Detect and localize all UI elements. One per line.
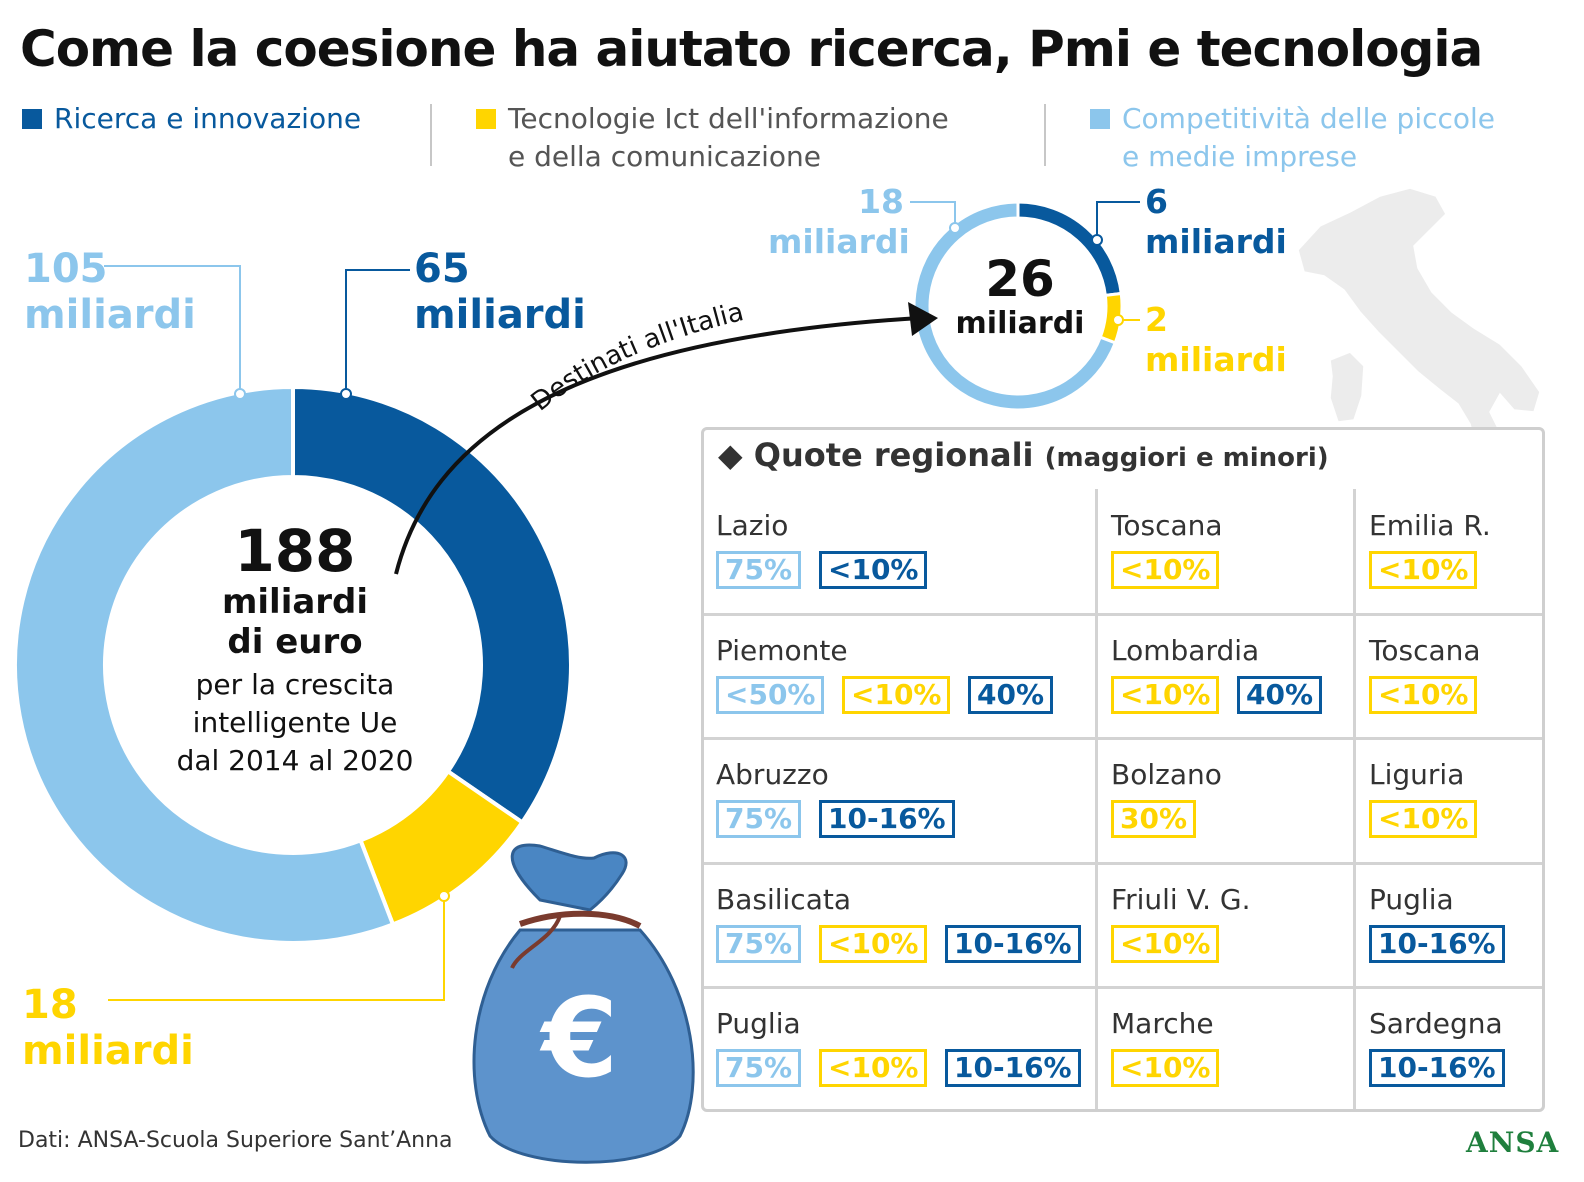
region-name: Toscana — [1111, 509, 1223, 542]
italy-arrowhead — [908, 302, 938, 336]
quota-badge: 10-16% — [945, 1049, 1081, 1087]
leader-dot-italy-ict — [1112, 314, 1124, 326]
region-name: Abruzzo — [716, 758, 829, 791]
quota-badge: <10% — [842, 676, 951, 714]
leader-line-ricerca — [345, 269, 410, 392]
legend-swatch-ricerca — [22, 109, 42, 129]
italy-donut-center: 26 miliardi — [940, 252, 1100, 342]
label-ict: 18 miliardi — [22, 982, 194, 1074]
leader-dot-italy-ricerca — [1091, 234, 1103, 246]
italy-donut-slice-pmi — [912, 200, 1118, 412]
label-ricerca: 65 miliardi — [414, 246, 586, 338]
total-description: per la crescita intelligente Ue dal 2014… — [176, 668, 414, 777]
legend-item-ricerca: Ricerca e innovazione — [22, 100, 422, 176]
quota-badge: <10% — [1369, 676, 1478, 714]
grid-row-divider — [704, 862, 1542, 865]
total-unit: miliardi di euro — [221, 582, 369, 662]
quota-badge: 10-16% — [1369, 925, 1505, 963]
grid-row-divider — [704, 737, 1542, 740]
region-name: Toscana — [1369, 634, 1481, 667]
quota-badge: <10% — [1111, 925, 1220, 963]
legend-divider — [430, 104, 432, 166]
region-name: Emilia R. — [1369, 509, 1491, 542]
legend-item-ict: Tecnologie Ict dell'informazione e della… — [476, 100, 1036, 176]
region-name: Lazio — [716, 509, 789, 542]
quota-badge: 30% — [1111, 800, 1197, 838]
leader-line-italy-pmi — [910, 201, 956, 226]
quota-badge: 75% — [716, 925, 802, 963]
region-name: Lombardia — [1111, 634, 1260, 667]
region-name: Puglia — [716, 1007, 801, 1040]
italy-label-ict: 2 miliardi — [1145, 300, 1287, 379]
quota-badge: <10% — [1111, 551, 1220, 589]
region-name: Bolzano — [1111, 758, 1222, 791]
main-donut-slice-pmi — [13, 384, 396, 945]
quota-badge: 75% — [716, 551, 802, 589]
legend-label-ricerca: Ricerca e innovazione — [54, 102, 362, 135]
euro-money-bag-icon: € — [472, 843, 695, 1164]
leader-dot-italy-pmi — [949, 222, 961, 234]
region-name: Piemonte — [716, 634, 848, 667]
page-title: Come la coesione ha aiutato ricerca, Pmi… — [20, 20, 1483, 78]
main-donut-slice-ricerca — [291, 384, 573, 826]
quota-badge: <50% — [716, 676, 825, 714]
quota-badge: <10% — [1111, 1049, 1220, 1087]
legend-label-pmi: Competitività delle piccole e medie impr… — [1122, 102, 1496, 173]
legend-item-pmi: Competitività delle piccole e medie impr… — [1090, 100, 1570, 176]
quota-badge: <10% — [1369, 800, 1478, 838]
region-name: Liguria — [1369, 758, 1465, 791]
regional-quote-panel — [701, 427, 1545, 1112]
italy-label-ricerca: 6 miliardi — [1145, 182, 1287, 261]
quota-badge: 40% — [968, 676, 1054, 714]
ansa-logo: ANSA — [1466, 1126, 1560, 1159]
legend-divider — [1044, 104, 1046, 166]
regional-quote-title: ◆ Quote regionali (maggiori e minori) — [718, 436, 1329, 474]
quota-badge: 75% — [716, 800, 802, 838]
label-pmi: 105 miliardi — [24, 246, 196, 338]
grid-row-divider — [704, 613, 1542, 616]
italy-donut — [912, 200, 1124, 412]
leader-dot-pmi — [234, 388, 246, 400]
grid-col-divider — [1353, 489, 1356, 1109]
grid-col-divider — [1095, 489, 1098, 1109]
quota-badge: <10% — [819, 925, 928, 963]
svg-text:€: € — [539, 974, 619, 1102]
quota-badge: 10-16% — [945, 925, 1081, 963]
leader-line-italy-ricerca — [1096, 201, 1140, 238]
source-note: Dati: ANSA-Scuola Superiore Sant’Anna — [18, 1128, 453, 1153]
leader-dot-ricerca — [340, 388, 352, 400]
legend-label-ict: Tecnologie Ict dell'informazione e della… — [508, 102, 949, 173]
quota-badge: <10% — [1369, 551, 1478, 589]
quota-badge: <10% — [1111, 676, 1220, 714]
region-name: Marche — [1111, 1007, 1214, 1040]
quota-badge: 40% — [1237, 676, 1323, 714]
region-name: Puglia — [1369, 883, 1454, 916]
region-name: Friuli V. G. — [1111, 883, 1251, 916]
grid-row-divider — [704, 986, 1542, 989]
leader-line-pmi — [104, 265, 241, 392]
main-donut-center: 188 miliardi di euro per la crescita int… — [110, 520, 480, 780]
legend-swatch-ict — [476, 109, 496, 129]
total-value: 188 — [234, 517, 356, 585]
quota-badge: 75% — [716, 1049, 802, 1087]
region-name: Basilicata — [716, 883, 851, 916]
leader-dot-ict — [438, 890, 450, 902]
region-name: Sardegna — [1369, 1007, 1503, 1040]
legend-swatch-pmi — [1090, 109, 1110, 129]
italy-total-value: 26 — [985, 250, 1055, 308]
italy-arrow — [394, 316, 921, 575]
quota-badge: 10-16% — [1369, 1049, 1505, 1087]
quota-badge: 10-16% — [819, 800, 955, 838]
quota-badge: <10% — [819, 1049, 928, 1087]
leader-line-ict — [108, 898, 445, 1001]
quota-badge: <10% — [819, 551, 928, 589]
main-donut — [13, 384, 573, 945]
italy-total-unit: miliardi — [955, 306, 1085, 341]
italy-label-pmi: 18 miliardi — [768, 182, 910, 261]
diamond-icon: ◆ — [718, 436, 743, 474]
